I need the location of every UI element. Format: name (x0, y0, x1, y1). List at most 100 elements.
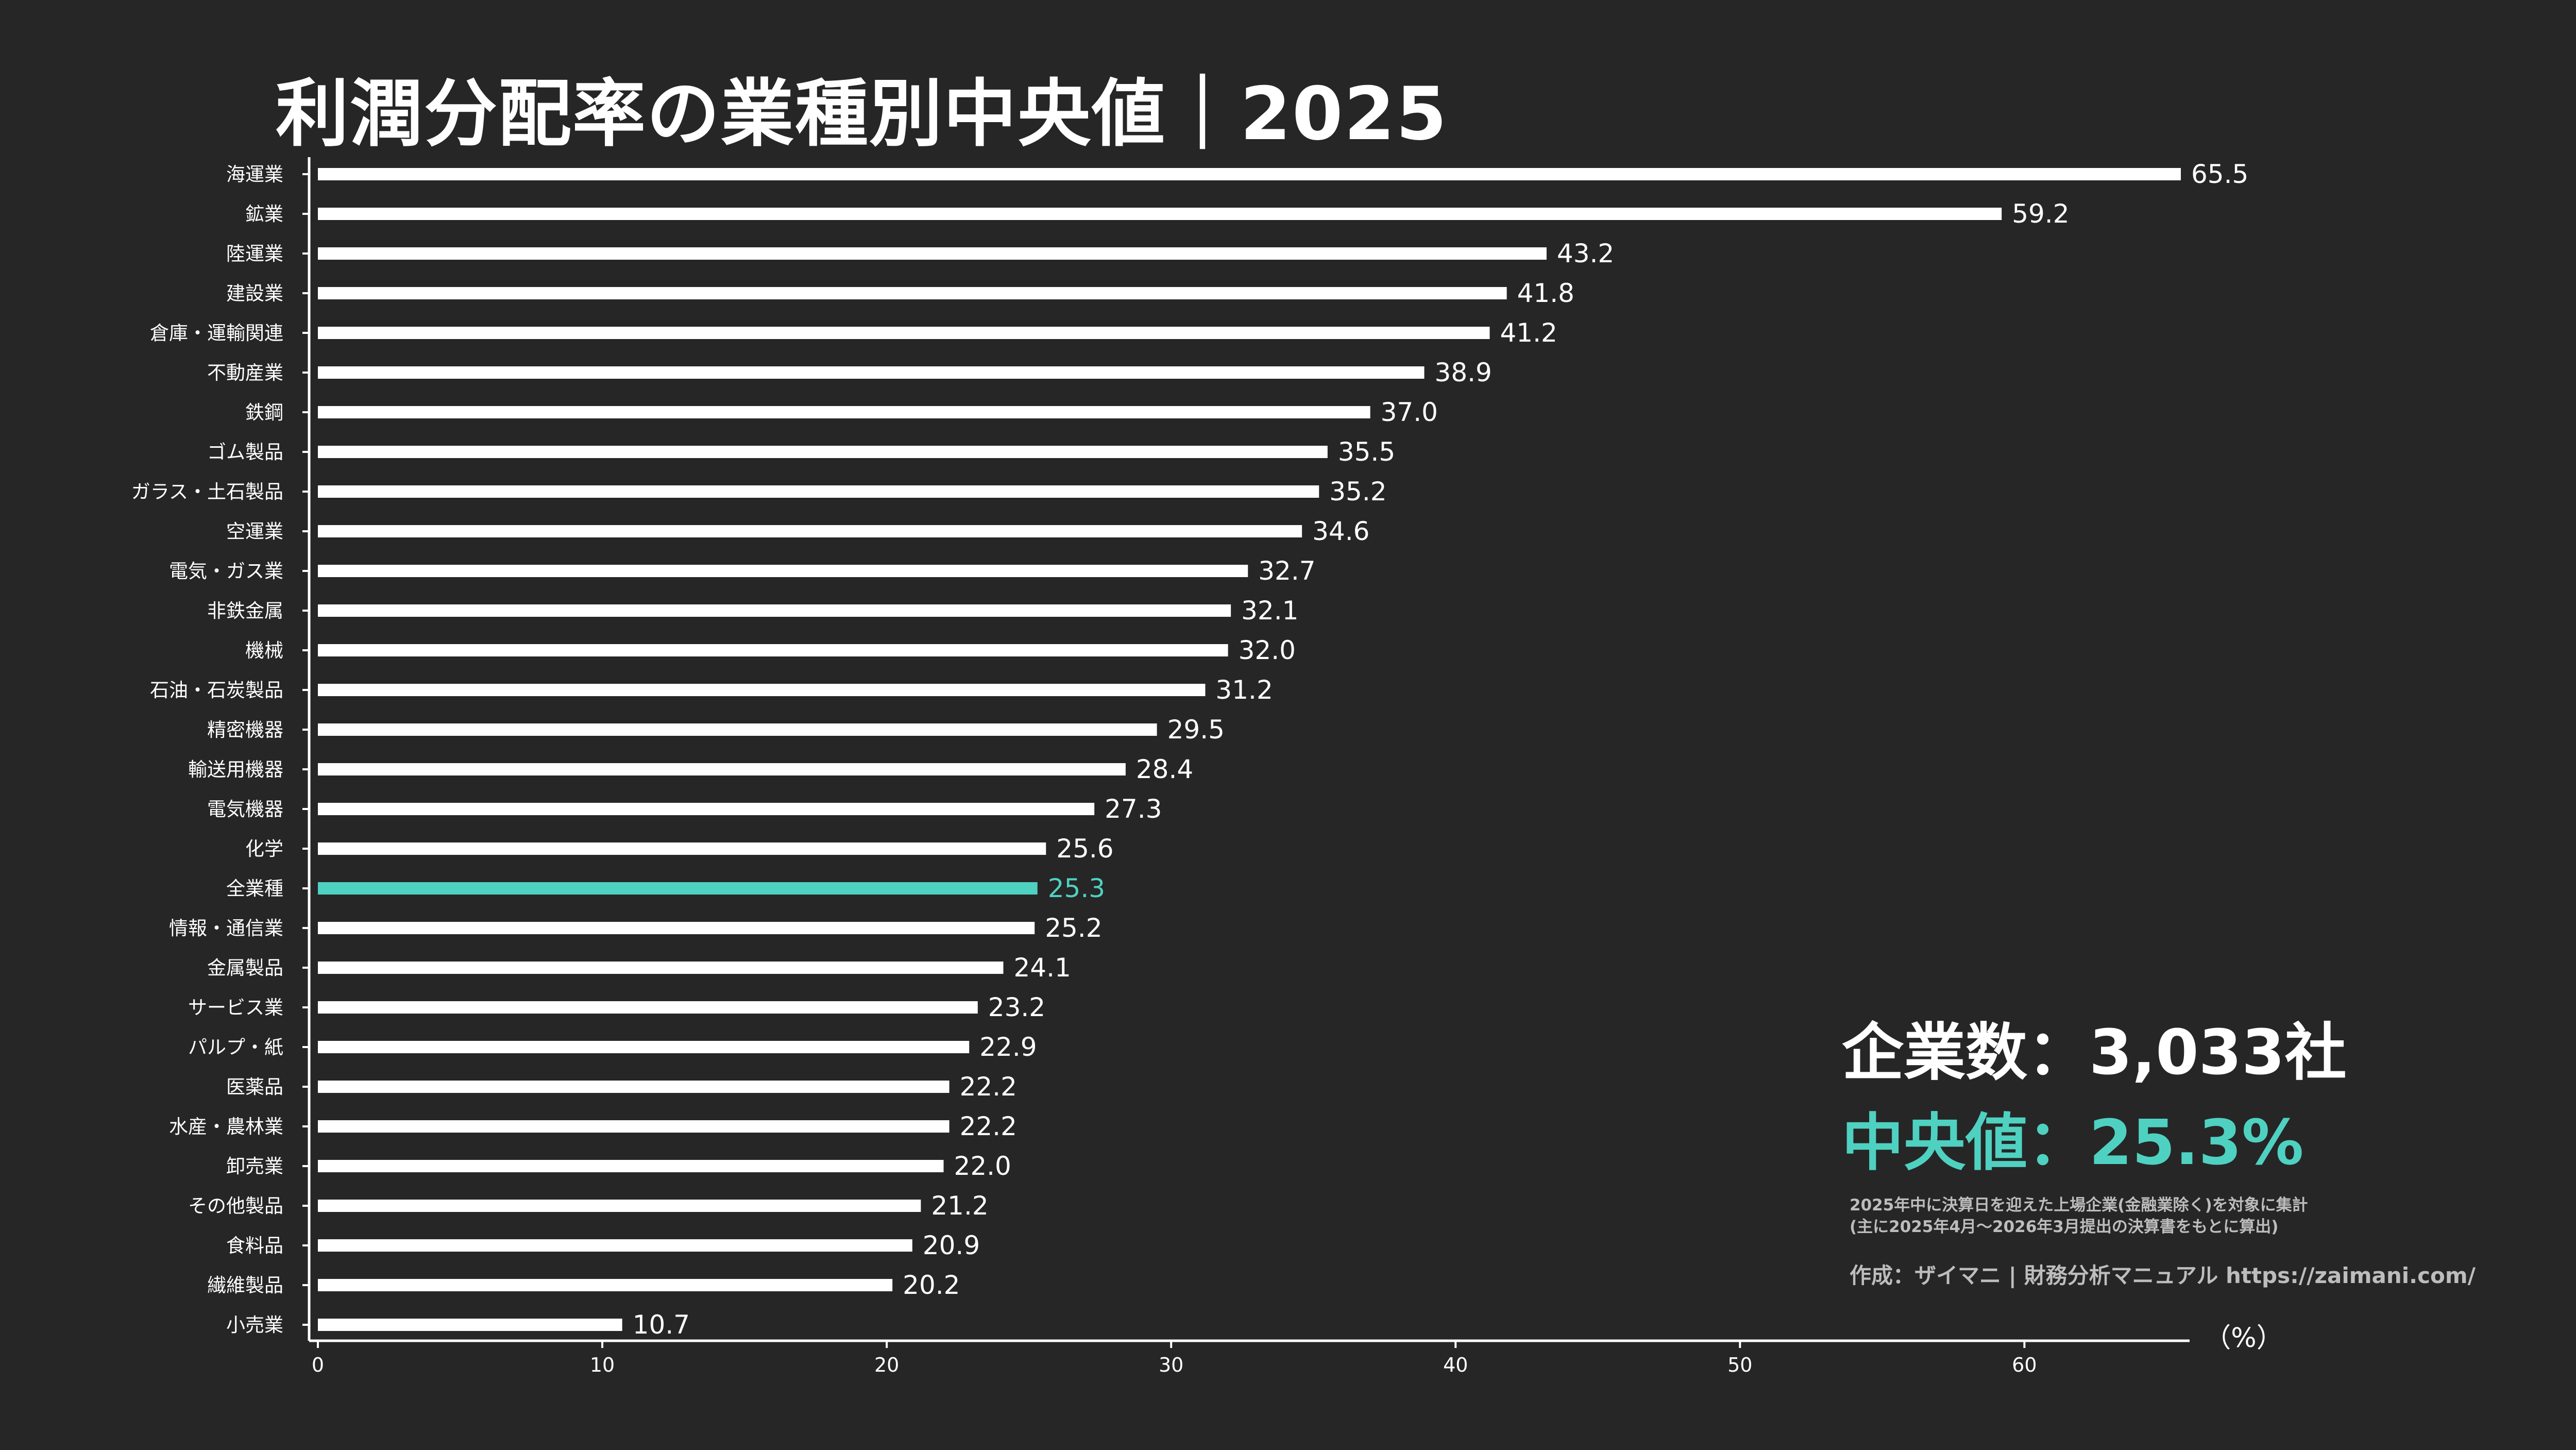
x-axis-ticks: 0 10 20 30 40 50 60 (312, 1341, 2037, 1376)
x-tick-label: 20 (874, 1354, 899, 1376)
category-label: 電気機器 (207, 798, 283, 820)
value-label: 32.0 (1239, 635, 1296, 665)
bar-26 (318, 1160, 944, 1172)
bar-22 (318, 1001, 978, 1014)
bar-1 (318, 168, 2181, 180)
value-label: 41.2 (1500, 318, 1557, 348)
bar-16 (318, 763, 1126, 775)
median-value: 中央値：25.3% (1842, 1107, 2304, 1179)
category-label: パルプ・紙 (188, 1036, 283, 1058)
category-label: 鉱業 (245, 203, 283, 225)
category-label: その他製品 (188, 1195, 283, 1217)
x-tick-label: 50 (1727, 1354, 1752, 1376)
bar-19 (318, 882, 1038, 895)
value-label: 22.9 (979, 1032, 1037, 1062)
bar-17 (318, 803, 1095, 815)
value-labels: 65.5 59.2 43.2 41.8 41.2 38.9 37.0 35.5 35.2 34.6… (633, 159, 2249, 1340)
chart-bars (318, 168, 2181, 1331)
category-label: 陸運業 (226, 243, 283, 265)
bar-6 (318, 366, 1425, 379)
x-tick-label: 60 (2012, 1354, 2037, 1376)
value-label: 25.6 (1056, 834, 1113, 864)
value-label: 25.3 (1048, 873, 1105, 903)
x-tick-label: 10 (590, 1354, 615, 1376)
x-tick-label: 0 (312, 1354, 324, 1376)
value-label: 31.2 (1215, 675, 1273, 705)
value-label: 59.2 (2012, 199, 2069, 229)
bar-10 (318, 525, 1302, 537)
company-count: 企業数：3,033社 (1842, 1017, 2347, 1089)
value-label: 32.1 (1241, 596, 1298, 626)
bar-29 (318, 1279, 893, 1291)
category-label: 水産・農林業 (169, 1116, 283, 1138)
value-label: 34.6 (1312, 516, 1369, 546)
bar-9 (318, 485, 1319, 498)
category-label: 輸送用機器 (188, 758, 283, 781)
category-label: 不動産業 (207, 362, 283, 384)
bar-8 (318, 446, 1328, 458)
bar-12 (318, 604, 1231, 617)
category-label: 金属製品 (207, 957, 283, 979)
category-label: 精密機器 (207, 719, 283, 741)
category-label: 鉄鋼 (245, 401, 283, 424)
value-label: 32.7 (1258, 556, 1315, 586)
category-label: 医薬品 (226, 1076, 283, 1098)
category-label: 建設業 (226, 282, 283, 305)
x-tick-label: 30 (1159, 1354, 1183, 1376)
bar-7 (318, 406, 1370, 418)
value-label: 38.9 (1435, 358, 1492, 387)
value-label: 65.5 (2191, 159, 2248, 189)
bar-30 (318, 1319, 622, 1331)
value-label: 21.2 (931, 1191, 988, 1221)
value-label: 37.0 (1381, 397, 1438, 427)
chart-axes (308, 157, 2190, 1342)
category-label: 卸売業 (226, 1155, 283, 1177)
bar-2 (318, 208, 2002, 220)
bar-18 (318, 842, 1046, 855)
value-label: 28.4 (1136, 754, 1193, 784)
value-label: 35.2 (1329, 477, 1386, 507)
value-label: 24.1 (1013, 953, 1071, 983)
category-label: 倉庫・運輸関連 (150, 322, 283, 344)
chart-title: 利潤分配率の業種別中央値｜2025 (276, 72, 1448, 157)
category-label: ゴム製品 (207, 441, 283, 463)
category-label: 情報・通信業 (169, 917, 283, 939)
bar-25 (318, 1120, 950, 1133)
category-label: 空運業 (226, 520, 283, 543)
note-line-1: 2025年中に決算日を迎えた上場企業(金融業除く)を対象に集計 (1850, 1196, 2308, 1215)
bar-23 (318, 1041, 970, 1053)
category-label: ガラス・土石製品 (131, 481, 283, 503)
category-label: 機械 (245, 639, 283, 662)
bar-28 (318, 1239, 912, 1252)
category-label: 全業種 (226, 878, 283, 900)
value-label: 25.2 (1045, 913, 1102, 943)
bar-15 (318, 723, 1157, 736)
value-label: 22.2 (960, 1072, 1017, 1102)
value-label: 20.9 (923, 1230, 980, 1260)
category-labels: 海運業鉱業陸運業建設業倉庫・運輸関連不動産業鉄鋼ゴム製品ガラス・土石製品空運業電… (131, 163, 309, 1336)
category-label: 非鉄金属 (207, 600, 283, 622)
bar-13 (318, 644, 1228, 656)
category-label: サービス業 (188, 997, 283, 1019)
category-label: 小売業 (226, 1314, 283, 1336)
value-label: 20.2 (903, 1270, 960, 1300)
category-label: 繊維製品 (207, 1274, 283, 1296)
value-label: 29.5 (1167, 715, 1225, 745)
category-label: 化学 (245, 838, 283, 860)
x-tick-label: 40 (1443, 1354, 1468, 1376)
value-label: 41.8 (1517, 278, 1574, 308)
value-label: 23.2 (988, 992, 1045, 1022)
bar-3 (318, 247, 1547, 260)
credit-text: 作成：ザイマニ | 財務分析マニュアル https://zaimani.com/ (1850, 1263, 2476, 1288)
value-label: 27.3 (1105, 794, 1162, 824)
category-label: 石油・石炭製品 (150, 679, 283, 701)
bar-11 (318, 565, 1248, 577)
bar-14 (318, 684, 1206, 696)
bar-24 (318, 1081, 950, 1093)
value-label: 43.2 (1557, 239, 1614, 268)
category-label: 電気・ガス業 (169, 560, 283, 582)
x-axis-unit-label: （%） (2204, 1323, 2283, 1354)
bar-5 (318, 327, 1490, 339)
value-label: 22.2 (960, 1111, 1017, 1141)
